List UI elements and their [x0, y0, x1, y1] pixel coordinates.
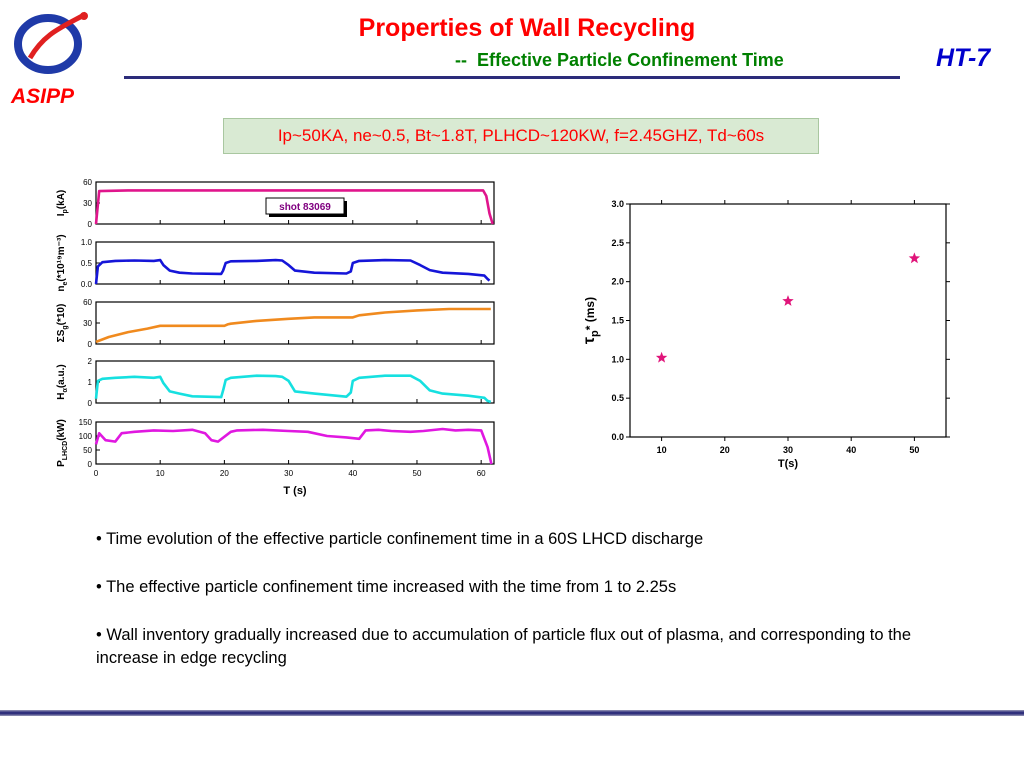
- ylabel-sub: e: [62, 282, 69, 286]
- y-tick-label: 60: [83, 178, 92, 187]
- x-tick-label: 0: [94, 469, 99, 478]
- shot-label: shot 83069: [279, 202, 331, 213]
- series-line-2: [95, 307, 491, 344]
- y-tick-label: 0.5: [81, 259, 93, 268]
- y-tick-label: 1: [88, 378, 93, 387]
- logo-text: ASIPP: [11, 85, 75, 108]
- confinement-time-chart: 0.0 0.5 1.0 1.5 2.0 2.5 3.0 10 20 30 40 50 T(s) τp* (…: [581, 199, 950, 470]
- panel-ylabel: ΣSg(*10): [56, 304, 69, 343]
- x-tick-label: 60: [477, 469, 486, 478]
- panel-ylabel: PLHCD(kW): [56, 419, 69, 467]
- panel-ylabel: Hα(a.u.): [56, 364, 69, 399]
- x-tick-label: 10: [156, 469, 165, 478]
- ylabel-tail: * (ms): [583, 297, 597, 330]
- plot-frame: [629, 203, 947, 438]
- x-tick-label: 30: [783, 445, 793, 455]
- series-line-3: [94, 374, 492, 404]
- panel-frame: [95, 421, 495, 465]
- subtitle-dash: --: [455, 50, 467, 70]
- subtitle-text: Effective Particle Confinement Time: [477, 50, 784, 70]
- bullet-1: • Time evolution of the effective partic…: [96, 530, 704, 548]
- x-tick-label: 20: [220, 469, 229, 478]
- x-tick-label: 40: [846, 445, 856, 455]
- x-axis-label: T (s): [283, 485, 307, 497]
- ylabel-tail: (*10¹⁹m⁻³): [56, 234, 67, 281]
- panel-ylabel: ne(*10¹⁹m⁻³): [56, 234, 69, 291]
- panel-frame: [95, 360, 495, 404]
- ylabel-main: n: [56, 286, 67, 292]
- ylabel-main: ΣS: [56, 329, 67, 342]
- slide-title: Properties of Wall Recycling: [358, 14, 696, 42]
- y-tick-label: 30: [83, 199, 92, 208]
- ylabel-tail: (kW): [56, 419, 67, 441]
- ylabel-sub: p: [62, 209, 69, 213]
- footer-rule: [0, 710, 1024, 716]
- y-tick-label: 1.0: [611, 354, 624, 364]
- ylabel-tail: (kA): [56, 190, 67, 209]
- y-tick-label: 1.0: [81, 238, 93, 247]
- y-tick-label: 0.0: [81, 280, 93, 289]
- x-tick-label: 20: [720, 445, 730, 455]
- ylabel-sub: LHCD: [62, 441, 69, 460]
- ylabel-sub: g: [62, 325, 69, 329]
- y-tick-label: 0: [88, 340, 93, 349]
- y-tick-label: 50: [83, 446, 92, 455]
- x-tick-label: 30: [284, 469, 293, 478]
- y-tick-label: 150: [79, 418, 93, 427]
- y-tick-label: 0.5: [611, 393, 624, 403]
- panel-2: 0 30 60 ΣSg(*10): [56, 298, 495, 349]
- panel-4: 0 50 100 150 PLHCD(kW): [56, 418, 495, 469]
- conditions-box: Ip~50KA, ne~0.5, Bt~1.8T, PLHCD~120KW, f…: [223, 118, 819, 154]
- x-tick-label: 50: [413, 469, 422, 478]
- x-tick-label: 50: [909, 445, 919, 455]
- y-axis-label: τp* (ms): [581, 297, 601, 344]
- panel-0: 0 30 60 Ip(kA): [56, 178, 495, 229]
- x-tick-label: 40: [348, 469, 357, 478]
- bullet-2: • The effective particle confinement tim…: [96, 578, 677, 596]
- y-tick-label: 2.0: [611, 277, 624, 287]
- y-tick-label: 1.5: [611, 316, 624, 326]
- y-tick-label: 2: [88, 357, 93, 366]
- panel-3: 0 1 2 Hα(a.u.): [56, 357, 495, 408]
- x-tick-label: 10: [657, 445, 667, 455]
- ylabel-main: P: [56, 460, 67, 467]
- shot-label-box: [265, 197, 345, 215]
- y-tick-label: 0: [88, 220, 93, 229]
- panel-1: 0.0 0.5 1.0 ne(*10¹⁹m⁻³): [56, 234, 495, 292]
- series-line-1: [94, 258, 491, 285]
- ylabel-main: H: [56, 392, 67, 399]
- y-tick-label: 0: [88, 460, 93, 469]
- y-tick-label: 60: [83, 298, 92, 307]
- y-tick-label: 30: [83, 319, 92, 328]
- slide-subtitle: -- Effective Particle Confinement Time: [455, 50, 784, 71]
- logo-swoosh: [27, 11, 88, 60]
- y-tick-label: 2.5: [611, 238, 624, 248]
- data-point-1: [782, 295, 794, 306]
- panel-frame: [95, 241, 495, 285]
- panel-ylabel: Ip(kA): [56, 190, 69, 217]
- ylabel-tail: (a.u.): [56, 364, 67, 388]
- ylabel-sub: p: [589, 330, 601, 337]
- ylabel-main: τ: [581, 337, 598, 344]
- data-point-2: [908, 252, 921, 264]
- y-tick-label: 100: [79, 432, 93, 441]
- logo-dot: [80, 12, 88, 20]
- y-tick-label: 3.0: [611, 199, 624, 209]
- ylabel-tail: (*10): [56, 304, 67, 326]
- x-axis-label: T(s): [778, 458, 799, 470]
- ylabel-main: I: [56, 213, 67, 216]
- time-traces-chart: 0 30 60 Ip(kA) 0.0 0.5 1.0 ne(*10¹⁹m⁻³) 0 30 60 ΣSg…: [56, 178, 495, 497]
- device-tag: HT-7: [936, 44, 991, 72]
- series-line-0: [94, 189, 494, 225]
- panel-frame: [95, 301, 495, 345]
- ylabel-sub: α: [62, 387, 69, 392]
- y-tick-label: 0: [88, 399, 93, 408]
- title-rule: [124, 76, 900, 79]
- series-line-4: [94, 427, 493, 465]
- data-point-0: [655, 351, 668, 363]
- bullet-3: • Wall inventory gradually increased due…: [96, 626, 912, 667]
- logo-ring: [14, 14, 82, 74]
- y-tick-label: 0.0: [611, 432, 624, 442]
- asipp-logo: [14, 11, 88, 74]
